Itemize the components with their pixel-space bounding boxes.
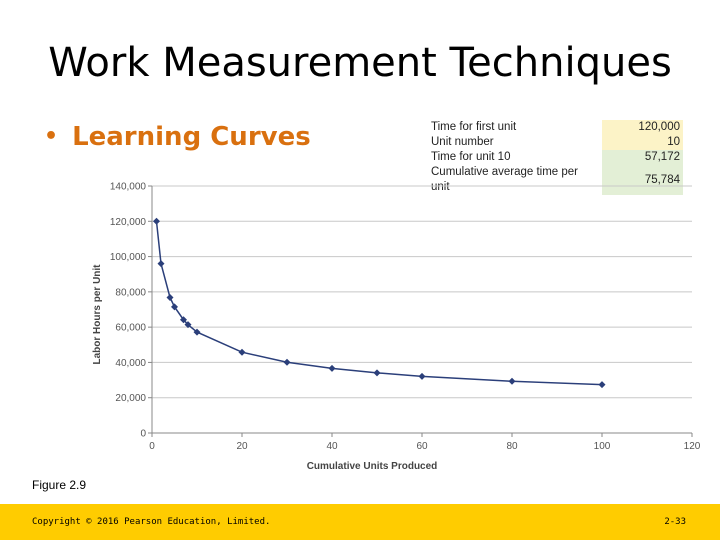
data-point	[180, 316, 187, 324]
data-point	[238, 348, 246, 356]
info-table: Time for first unit 120,000 Unit number …	[428, 120, 683, 195]
info-label: Cumulative average time per unit	[428, 165, 602, 195]
info-row: Cumulative average time per unit 75,784	[428, 165, 683, 195]
data-point	[171, 303, 178, 311]
page-number: 2-33	[664, 517, 686, 527]
y-tick-label: 20,000	[115, 393, 146, 404]
bullet-text: Learning Curves	[72, 122, 311, 152]
info-value: 10	[602, 135, 683, 150]
x-tick-label: 40	[326, 441, 338, 452]
series-line	[155, 221, 603, 386]
info-label: Time for unit 10	[428, 150, 602, 165]
y-tick-label: 40,000	[115, 358, 146, 369]
data-point	[508, 377, 516, 385]
x-tick-label: 100	[594, 441, 611, 452]
info-row: Time for first unit 120,000	[428, 120, 683, 135]
info-row: Unit number 10	[428, 135, 683, 150]
x-tick-label: 80	[506, 441, 518, 452]
slide-title: Work Measurement Techniques	[48, 40, 672, 86]
x-tick-label: 0	[149, 441, 155, 452]
axes	[148, 185, 693, 437]
y-tick-label: 120,000	[110, 217, 147, 228]
y-tick-label: 80,000	[115, 287, 146, 298]
data-point	[598, 381, 606, 389]
info-value: 75,784	[602, 165, 683, 195]
bullet-learning-curves: • Learning Curves	[44, 122, 311, 152]
info-row: Time for unit 10 57,172	[428, 150, 683, 165]
data-point	[328, 364, 336, 372]
footer-copyright: Copyright © 2016 Pearson Education, Limi…	[32, 517, 271, 527]
x-tick-label: 120	[684, 441, 701, 452]
info-value: 120,000	[602, 120, 683, 135]
data-point	[184, 321, 192, 329]
x-tick-label: 20	[236, 441, 248, 452]
figure-label: Figure 2.9	[32, 478, 87, 492]
info-label: Time for first unit	[428, 120, 602, 135]
data-point	[193, 328, 201, 336]
footer-bar: Copyright © 2016 Pearson Education, Limi…	[0, 504, 720, 540]
y-tick-label: 60,000	[115, 323, 146, 334]
series-learning-curve	[153, 217, 606, 389]
data-point	[418, 372, 426, 380]
gridlines	[152, 185, 692, 399]
data-point	[166, 294, 174, 302]
x-axis-label: Cumulative Units Produced	[307, 461, 438, 472]
learning-curve-chart: 0 20,000 40,000 60,000 80,000 100,000 120,000 1…	[92, 182, 701, 473]
y-axis-label: Labor Hours per Unit	[92, 264, 103, 365]
x-tick-label: 60	[416, 441, 428, 452]
data-point	[373, 369, 381, 377]
bullet-dot: •	[44, 124, 59, 149]
data-point	[153, 217, 160, 225]
tick-labels: 0 20,000 40,000 60,000 80,000 100,000 120,000 1…	[110, 182, 701, 453]
info-label: Unit number	[428, 135, 602, 150]
y-tick-label: 0	[140, 429, 146, 440]
info-value: 57,172	[602, 150, 683, 165]
y-tick-label: 140,000	[110, 182, 147, 193]
y-tick-label: 100,000	[110, 252, 147, 263]
data-point	[283, 358, 291, 366]
data-point	[157, 260, 165, 268]
